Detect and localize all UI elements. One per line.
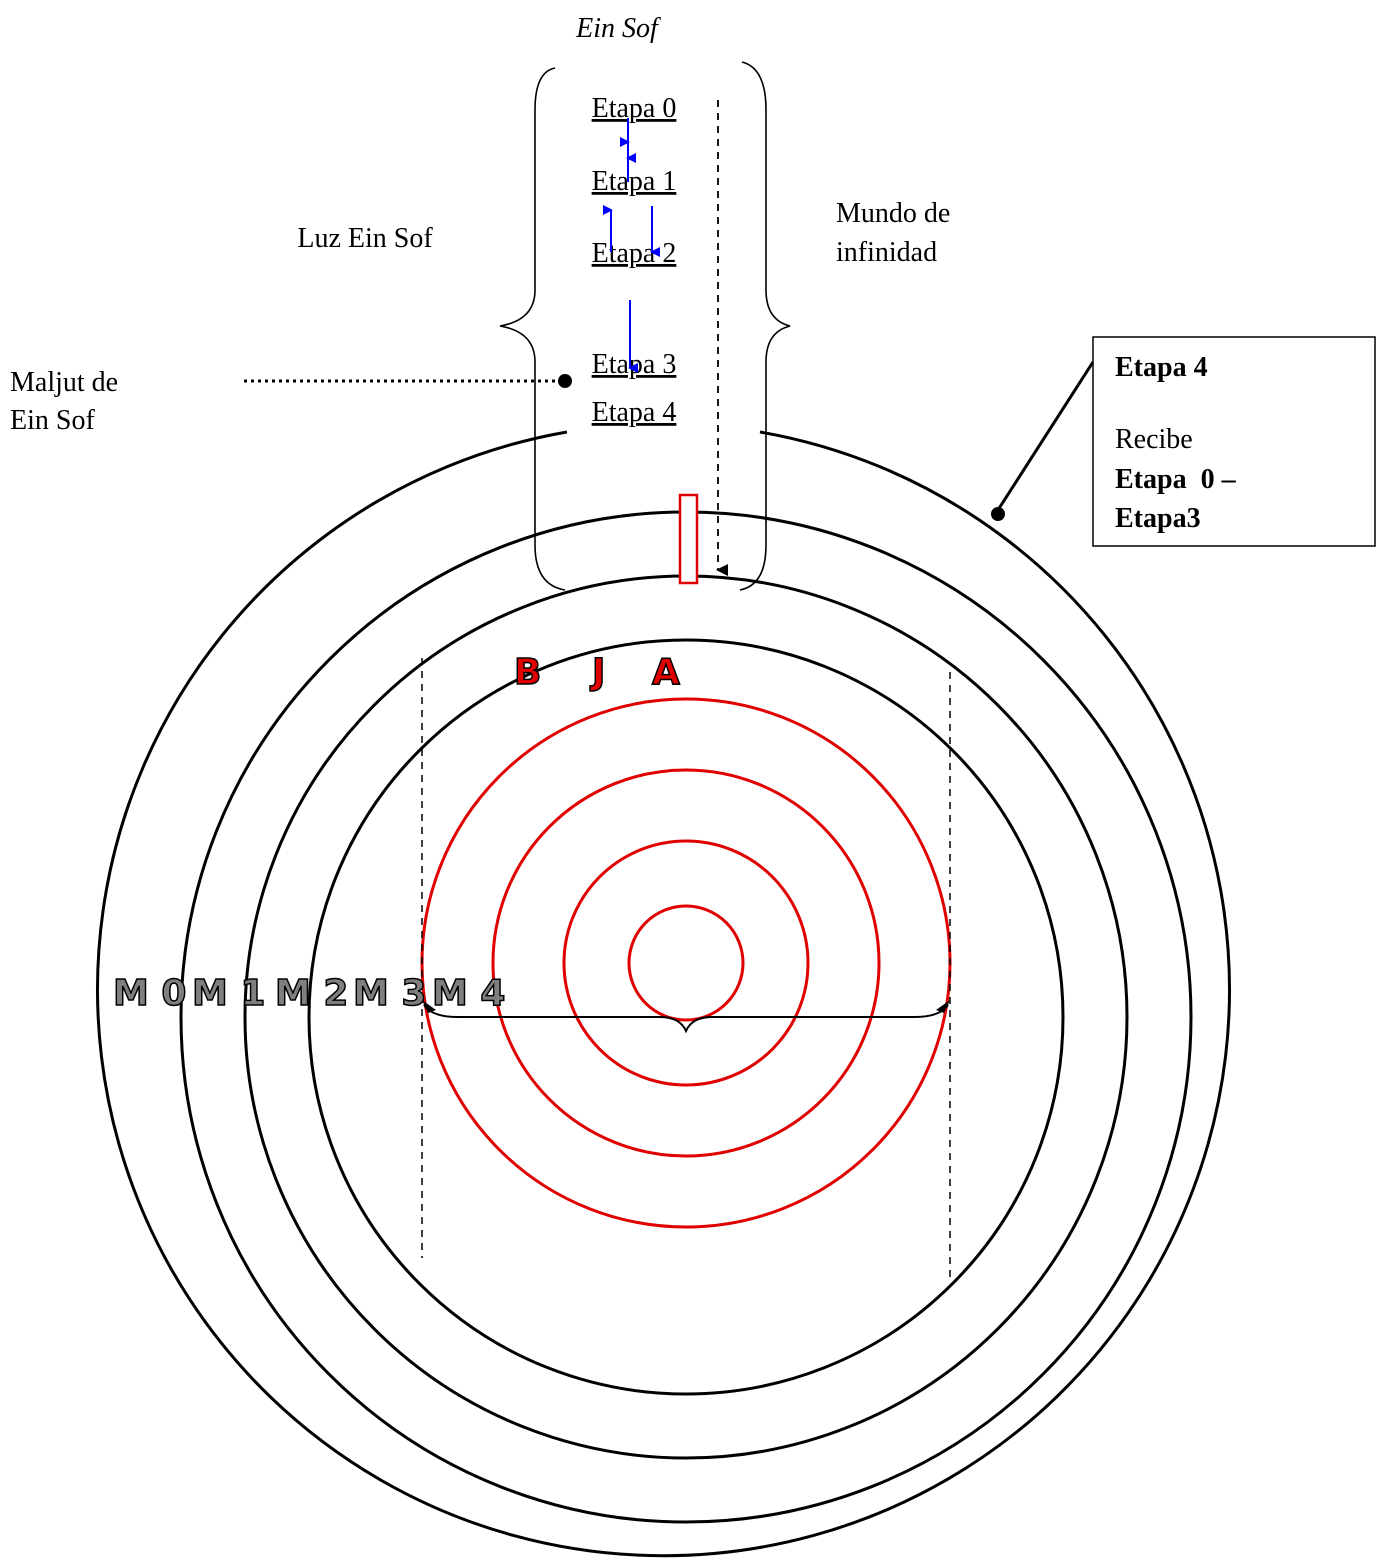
letter-b: B (514, 652, 541, 693)
world-labels: M 0 M 1 M 2 M 3 M 4 (112, 972, 506, 1015)
red-screen-rect (678, 493, 699, 585)
stage-label-2: Etapa 2 (592, 238, 677, 269)
world-label-m3: M 3 (353, 973, 426, 1014)
stage-label-4: Etapa 4 (592, 397, 677, 428)
mundo-label-line2: infinidad (836, 237, 937, 268)
mundo-label-line1: Mundo de (836, 198, 950, 229)
black-circles (96, 430, 1231, 1558)
red-circle-4 (627, 904, 745, 1022)
callout-line (996, 361, 1095, 511)
red-circle-2 (491, 768, 881, 1158)
red-circles (420, 697, 952, 1229)
maljut-label-line1: Maljut de (10, 367, 118, 398)
luz-ein-sof-label: Luz Ein Sof (297, 223, 433, 254)
stage-arrows (603, 118, 660, 373)
world-label-m0: M 0 (113, 973, 186, 1014)
callout-dot (991, 507, 1005, 521)
box-line1: Recibe (1115, 424, 1193, 455)
maljut-label-line2: Ein Sof (10, 405, 95, 436)
world-label-m4: M 4 (432, 973, 505, 1014)
red-circle-1 (420, 697, 952, 1229)
maljut-dot (558, 374, 572, 388)
letter-a: A (652, 652, 680, 693)
circle-m2 (243, 574, 1129, 1460)
box-line2: Etapa 0 – (1115, 464, 1237, 495)
circle-m0 (96, 430, 1231, 1558)
stage-labels: Etapa 0 Etapa 1 Etapa 2 Etapa 3 Etapa 4 (592, 93, 677, 428)
world-label-m1: M 1 (192, 973, 265, 1014)
m4-span-brace (423, 1004, 949, 1034)
inner-letters: B J A (513, 651, 681, 694)
right-brace (739, 61, 791, 591)
box-heading: Etapa 4 (1115, 352, 1208, 383)
circle-m3 (307, 638, 1065, 1396)
left-brace (499, 67, 566, 591)
box-line3: Etapa3 (1115, 503, 1201, 534)
etapa4-box (1092, 336, 1376, 547)
brace-right-arrowhead (936, 1000, 950, 1013)
stage-label-0: Etapa 0 (592, 93, 677, 124)
letter-j: J (589, 652, 605, 693)
world-label-m2: M 2 (275, 973, 348, 1014)
circle-m1 (179, 510, 1193, 1524)
stage-label-3: Etapa 3 (592, 349, 677, 380)
brace-left-arrowhead (422, 1000, 436, 1013)
red-circle-3 (562, 839, 810, 1087)
stage-label-1: Etapa 1 (592, 166, 677, 197)
ein-sof-title: Ein Sof (575, 13, 661, 44)
